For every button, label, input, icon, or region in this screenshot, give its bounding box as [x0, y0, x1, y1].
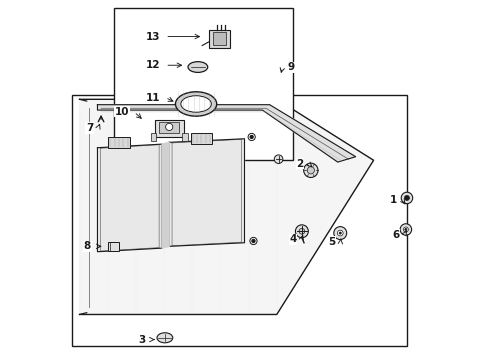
Bar	[72, 95, 406, 346]
Bar	[108, 137, 129, 148]
Text: 4: 4	[288, 234, 296, 244]
Circle shape	[303, 163, 317, 177]
Ellipse shape	[157, 333, 172, 343]
Bar	[212, 32, 225, 45]
Polygon shape	[97, 144, 162, 252]
Polygon shape	[97, 105, 355, 162]
Circle shape	[274, 155, 282, 163]
Circle shape	[250, 135, 253, 138]
Polygon shape	[80, 99, 373, 315]
Text: 1: 1	[389, 195, 396, 205]
Circle shape	[403, 227, 407, 232]
Circle shape	[399, 224, 411, 235]
Text: 6: 6	[391, 230, 399, 239]
Ellipse shape	[175, 92, 216, 116]
Bar	[150, 133, 156, 140]
Text: 5: 5	[327, 237, 335, 247]
Circle shape	[165, 123, 172, 131]
Bar	[182, 133, 187, 140]
Circle shape	[295, 225, 308, 238]
Circle shape	[298, 228, 304, 234]
Circle shape	[339, 232, 341, 234]
Circle shape	[306, 167, 314, 174]
Text: 9: 9	[287, 62, 294, 72]
Polygon shape	[169, 139, 244, 246]
Text: 7: 7	[85, 123, 93, 133]
Text: 11: 11	[145, 93, 160, 103]
Bar	[208, 30, 230, 48]
Polygon shape	[162, 142, 169, 248]
Bar	[107, 242, 119, 251]
Text: 10: 10	[114, 107, 129, 117]
Circle shape	[404, 228, 406, 230]
Bar	[113, 8, 292, 160]
Circle shape	[404, 195, 408, 201]
Circle shape	[400, 192, 412, 204]
Bar	[190, 134, 212, 144]
Circle shape	[337, 230, 343, 236]
Circle shape	[333, 226, 346, 239]
Ellipse shape	[181, 96, 211, 112]
Circle shape	[251, 239, 254, 242]
Ellipse shape	[187, 62, 207, 72]
Bar	[159, 122, 179, 133]
Text: 12: 12	[145, 60, 160, 70]
Text: 13: 13	[145, 32, 160, 41]
Text: 2: 2	[296, 159, 303, 169]
Text: 8: 8	[83, 241, 91, 251]
Text: 3: 3	[139, 334, 145, 345]
Bar	[155, 120, 183, 137]
